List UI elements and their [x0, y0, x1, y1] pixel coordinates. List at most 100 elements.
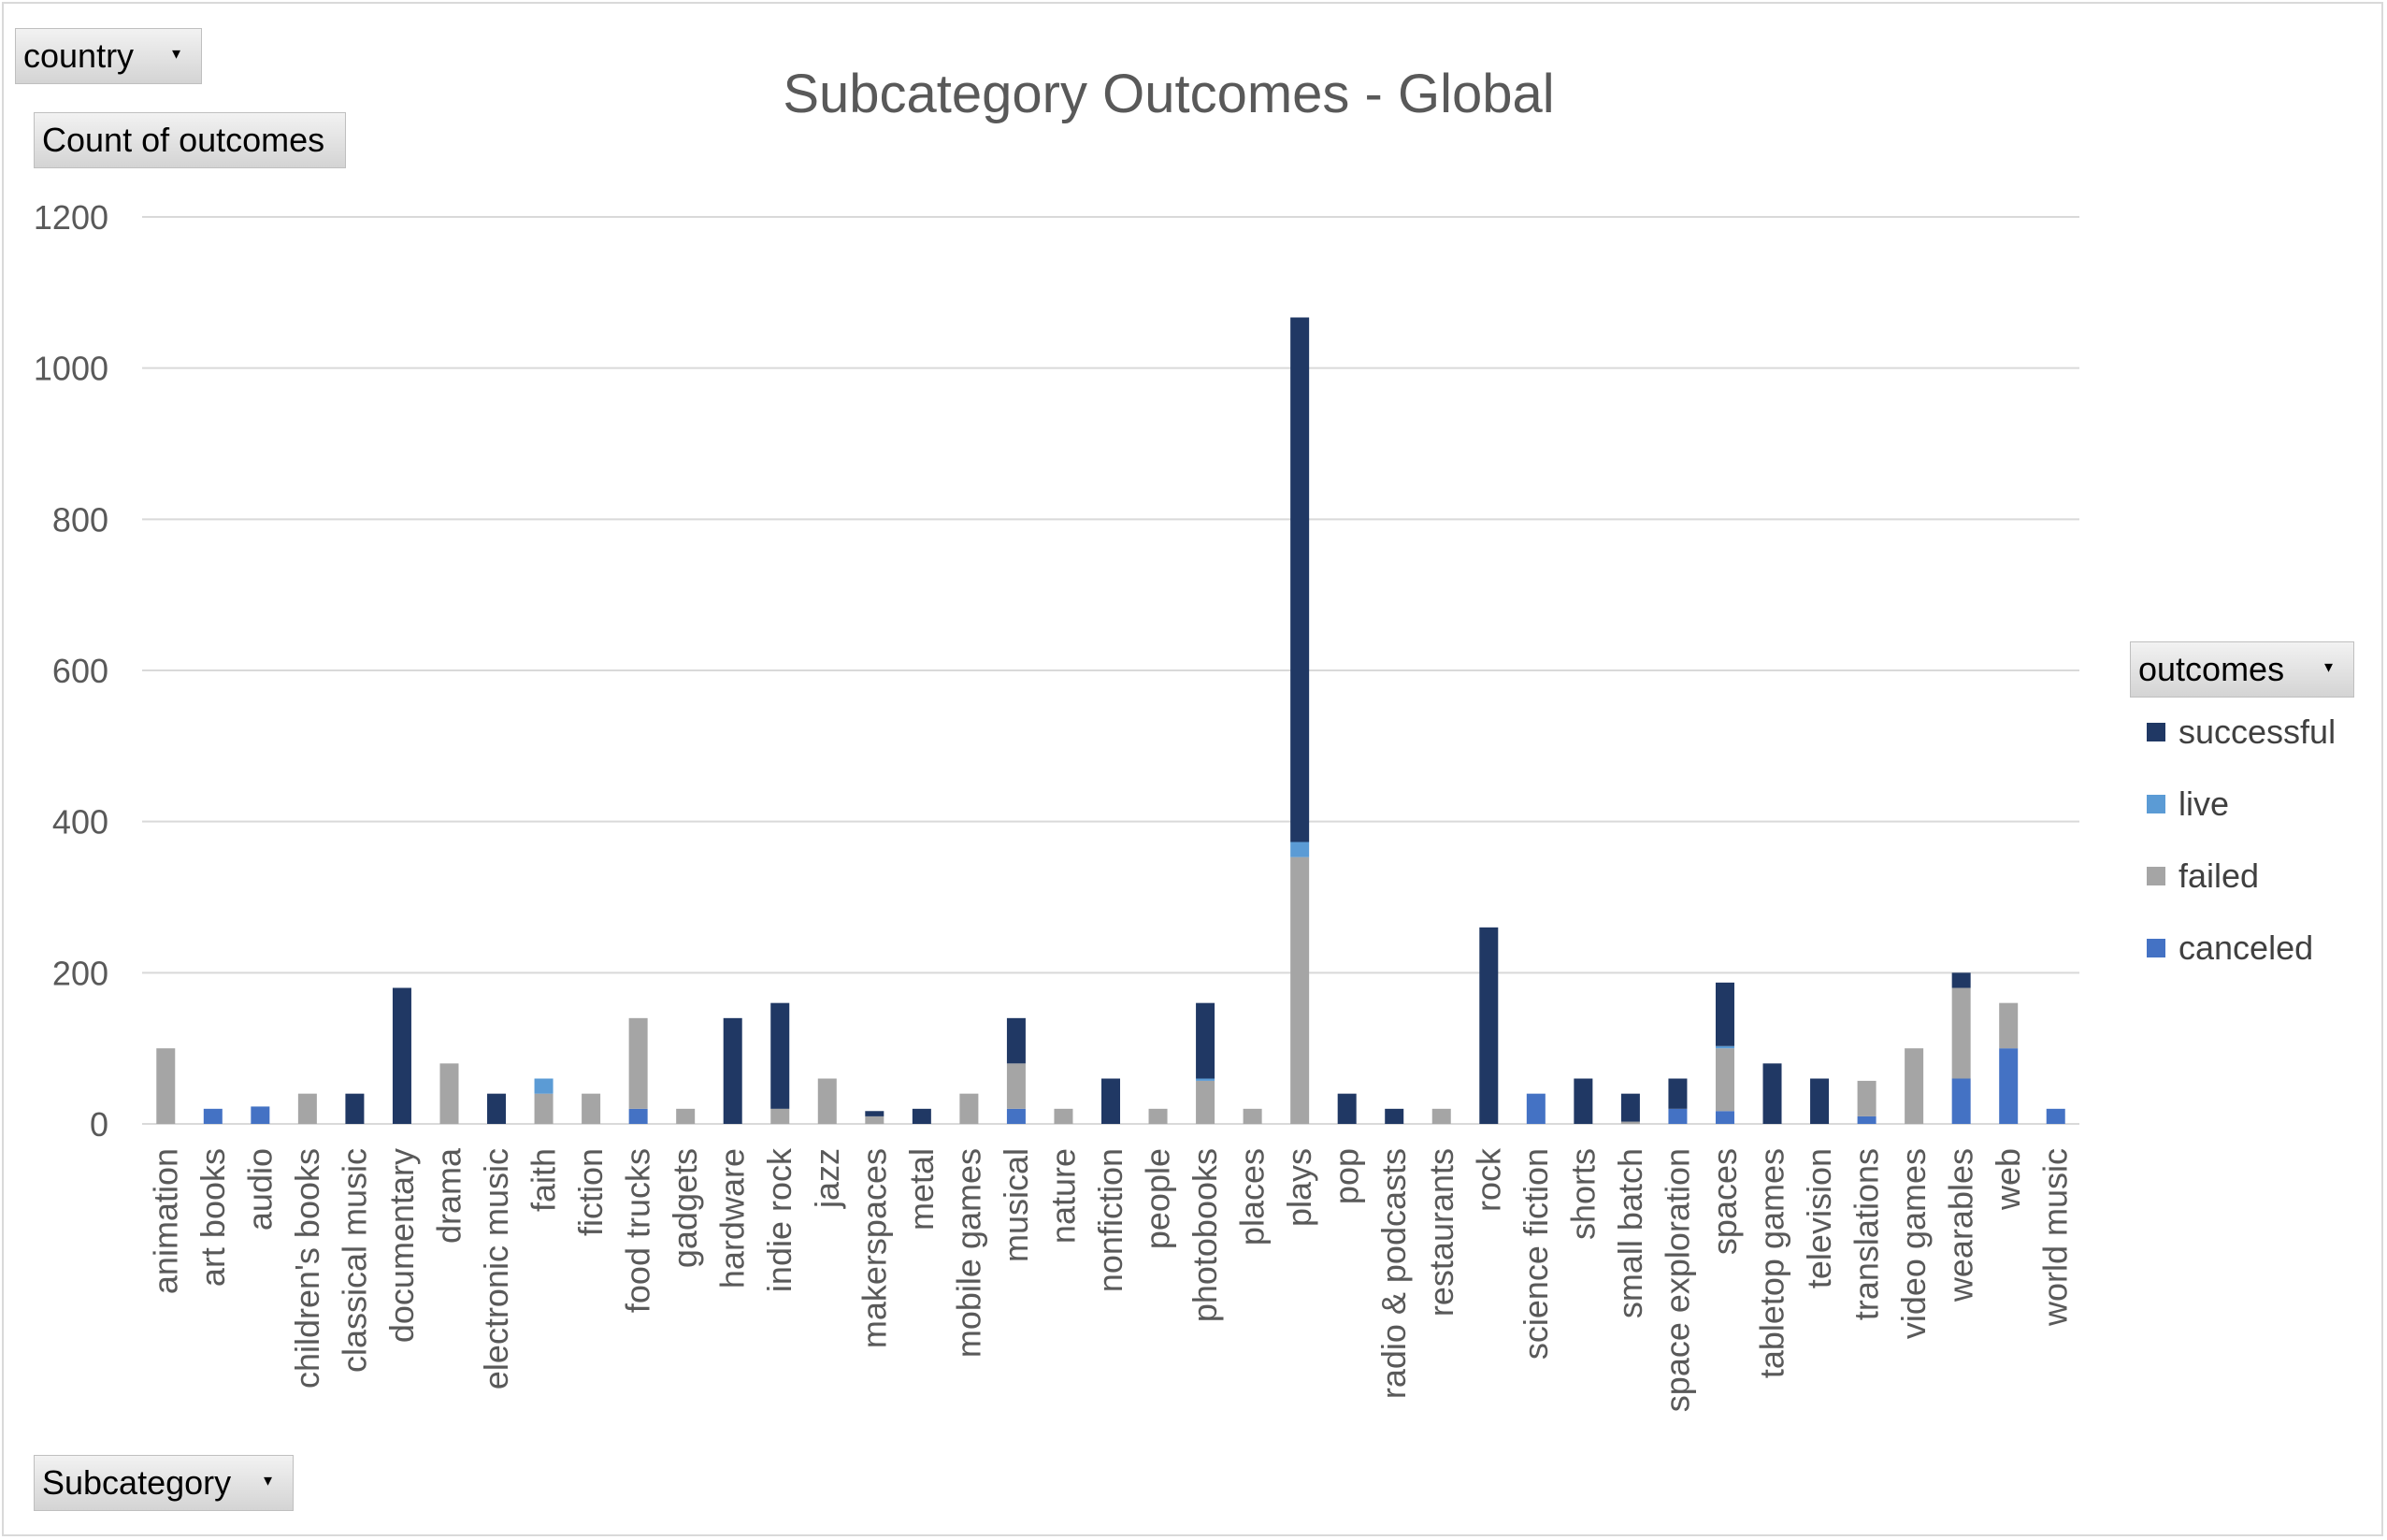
- bar-failed: [628, 1017, 648, 1109]
- bar-live: [534, 1078, 554, 1094]
- bar-failed: [1148, 1108, 1168, 1124]
- x-tick-label: restaurants: [1422, 1148, 1460, 1317]
- bar-failed: [156, 1048, 176, 1124]
- x-tick-label: world music: [2036, 1148, 2075, 1327]
- x-tick-label: jazz: [808, 1148, 846, 1209]
- x-tick-label: wearables: [1942, 1148, 1980, 1303]
- chart-title: Subcategory Outcomes - Global: [783, 64, 1554, 124]
- x-tick-label: audio: [240, 1148, 279, 1231]
- bar-canceled: [1999, 1048, 2019, 1124]
- bar-failed: [534, 1093, 554, 1124]
- bar-canceled: [203, 1108, 223, 1124]
- bar-successful: [1101, 1078, 1120, 1124]
- x-tick-label: documentary: [382, 1148, 421, 1343]
- outcomes-legend-button[interactable]: outcomes ▾: [2130, 641, 2354, 698]
- bar-successful: [723, 1017, 742, 1124]
- x-tick-label: translations: [1848, 1148, 1886, 1320]
- chevron-down-icon[interactable]: ▾: [263, 1471, 272, 1490]
- country-filter-button[interactable]: country ▾: [15, 28, 202, 84]
- y-axis-ticks: 0 200 400 600 800 1000 1200: [34, 198, 108, 1144]
- legend-swatch: [2147, 867, 2165, 885]
- x-tick-label: people: [1139, 1148, 1177, 1249]
- bar-successful: [1574, 1078, 1593, 1124]
- bar-successful: [1385, 1108, 1404, 1124]
- bar-failed: [297, 1093, 317, 1124]
- bar-failed: [1905, 1048, 1924, 1124]
- bar-canceled: [1951, 1078, 1971, 1124]
- bar-failed: [817, 1078, 837, 1124]
- legend-item-live[interactable]: live: [2147, 784, 2229, 824]
- gridlines: [142, 216, 2079, 1125]
- legend-swatch: [2147, 795, 2165, 813]
- x-axis-ticks: animation art books audio children's books c…: [146, 1147, 2074, 1412]
- bar-successful: [345, 1093, 365, 1124]
- x-tick-label: gadgets: [666, 1148, 704, 1268]
- legend-item-successful[interactable]: successful: [2147, 712, 2336, 752]
- bar-failed: [1951, 987, 1971, 1079]
- y-tick-label: 0: [90, 1105, 108, 1144]
- bar-successful: [1006, 1017, 1026, 1064]
- x-tick-label: rock: [1469, 1147, 1507, 1212]
- bar-successful: [1290, 317, 1310, 842]
- x-tick-label: radio & podcasts: [1374, 1148, 1413, 1399]
- x-tick-label: electronic music: [477, 1148, 515, 1389]
- legend-label: canceled: [2178, 928, 2314, 967]
- bar-failed: [1857, 1080, 1877, 1116]
- x-tick-label: places: [1233, 1148, 1272, 1245]
- bar-live: [1196, 1078, 1215, 1081]
- legend-label: live: [2178, 784, 2230, 823]
- bar-successful: [1951, 972, 1971, 988]
- bar-successful: [1479, 927, 1499, 1124]
- bar-successful: [865, 1111, 884, 1116]
- legend-label: failed: [2178, 856, 2260, 895]
- y-tick-label: 400: [52, 803, 108, 842]
- x-tick-label: faith: [525, 1148, 563, 1212]
- legend-item-canceled[interactable]: canceled: [2147, 928, 2313, 968]
- bar-failed: [1715, 1048, 1734, 1112]
- bar-successful: [1337, 1093, 1357, 1124]
- bar-canceled: [1668, 1108, 1688, 1124]
- x-tick-label: space exploration: [1658, 1148, 1696, 1412]
- x-tick-label: mobile games: [949, 1148, 987, 1358]
- bar-failed: [676, 1108, 696, 1124]
- y-tick-label: 800: [52, 500, 108, 539]
- legend-swatch: [2147, 723, 2165, 741]
- bar-failed: [439, 1063, 459, 1124]
- bar-successful: [1762, 1063, 1782, 1124]
- bar-failed: [1431, 1108, 1451, 1124]
- x-tick-label: tabletop games: [1753, 1148, 1791, 1378]
- value-field-label: Count of outcomes: [42, 121, 325, 159]
- bar-successful: [1810, 1078, 1830, 1124]
- x-tick-label: web: [1989, 1148, 2027, 1211]
- subcategory-axis-label: Subcategory: [42, 1463, 232, 1502]
- x-tick-label: nature: [1043, 1148, 1082, 1244]
- bar-canceled: [1006, 1108, 1026, 1124]
- chevron-down-icon[interactable]: ▾: [2323, 657, 2333, 676]
- x-tick-label: makerspaces: [855, 1148, 893, 1348]
- bar-successful: [392, 987, 411, 1124]
- legend-label: successful: [2178, 712, 2337, 751]
- x-tick-label: drama: [429, 1147, 467, 1244]
- x-tick-label: indie rock: [760, 1147, 798, 1292]
- x-tick-label: hardware: [713, 1148, 752, 1288]
- x-tick-label: video games: [1894, 1148, 1933, 1339]
- bar-failed: [1620, 1121, 1640, 1124]
- chevron-down-icon[interactable]: ▾: [171, 44, 180, 63]
- y-tick-label: 1200: [34, 198, 108, 237]
- x-tick-label: art books: [194, 1148, 232, 1287]
- bar-successful: [1196, 1002, 1215, 1079]
- bar-successful: [912, 1108, 931, 1124]
- subcategory-axis-button[interactable]: Subcategory ▾: [34, 1455, 294, 1511]
- value-field-button[interactable]: Count of outcomes: [34, 112, 346, 168]
- bar-successful: [487, 1093, 507, 1124]
- y-tick-label: 600: [52, 652, 108, 690]
- bar-canceled: [1857, 1115, 1877, 1124]
- legend-item-failed[interactable]: failed: [2147, 856, 2259, 896]
- x-tick-label: food trucks: [619, 1148, 657, 1313]
- bar-successful: [770, 1002, 790, 1109]
- bar-live: [1290, 842, 1310, 857]
- bar-successful: [1715, 982, 1734, 1046]
- bar-successful: [1620, 1093, 1640, 1122]
- bar-failed: [1999, 1002, 2019, 1049]
